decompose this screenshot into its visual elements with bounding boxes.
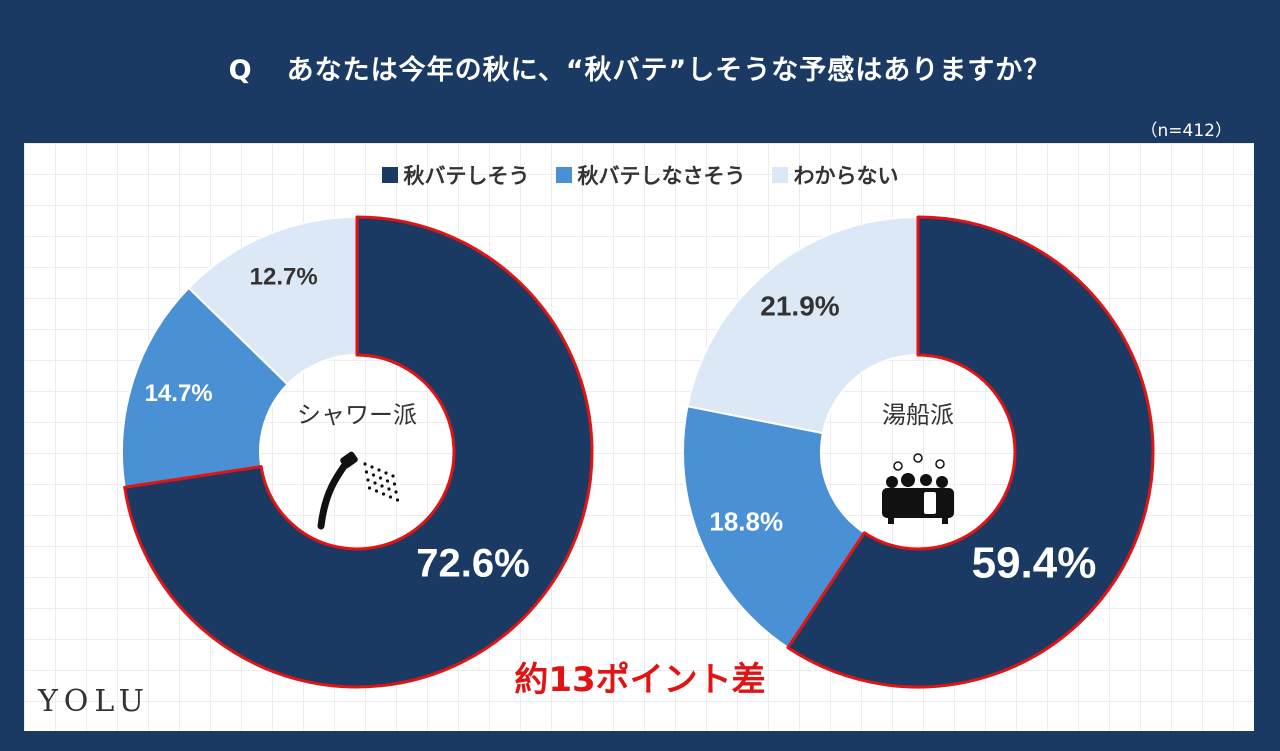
slice-unknown: [187, 215, 358, 386]
legend-label: 秋バテしなさそう: [577, 164, 746, 188]
center-label: 湯船派: [882, 401, 954, 429]
water-drop: [374, 489, 379, 493]
shower-icon: [317, 458, 351, 530]
water-drop: [385, 479, 390, 483]
water-drop: [378, 476, 383, 480]
legend-swatch: [555, 167, 572, 183]
slice-unknown: [686, 215, 919, 435]
legend-label: 秋バテしそう: [403, 164, 530, 188]
data-label: 12.7%: [250, 263, 318, 290]
legend-item-wont: 秋バテしなさそう: [555, 160, 746, 190]
water-drop: [384, 471, 388, 475]
legend-item-will: 秋バテしそう: [381, 160, 530, 190]
highlight-outline: [786, 215, 1155, 689]
bubble: [893, 461, 903, 471]
water-drop: [367, 486, 372, 490]
center-label: シャワー派: [297, 401, 417, 429]
foam-bubble: [901, 473, 915, 487]
legend-item-unknown: わからない: [771, 160, 899, 190]
legend-swatch: [381, 167, 398, 183]
chart-title: Q あなたは今年の秋に、“秋バテ”しそうな予感はありますか？: [0, 48, 1280, 87]
data-label: 14.7%: [145, 380, 213, 407]
difference-annotation: 約13ポイント差: [514, 660, 766, 700]
data-label: 72.6%: [416, 542, 529, 586]
data-label: 59.4%: [972, 539, 1097, 588]
water-drop: [363, 462, 367, 466]
water-drop: [387, 487, 391, 491]
data-label: 18.8%: [709, 506, 783, 536]
water-drop: [392, 482, 397, 486]
bubble: [935, 459, 945, 469]
tub-window: [924, 492, 936, 514]
water-drop: [366, 478, 370, 482]
water-drop: [364, 470, 369, 474]
foam-bubble: [936, 476, 948, 488]
question-prefix: Q: [228, 55, 253, 86]
water-drop: [370, 465, 374, 469]
tub-foot: [942, 516, 948, 524]
water-drop: [391, 474, 395, 478]
bathtub-icon: [882, 488, 954, 518]
water-drop: [371, 473, 376, 477]
brand-logo: YOLU: [38, 684, 150, 719]
water-drop: [394, 490, 398, 494]
foam-bubble: [920, 474, 932, 486]
water-drop: [388, 495, 393, 499]
data-label: 21.9%: [760, 291, 839, 322]
question-text: あなたは今年の秋に、“秋バテ”しそうな予感はありますか？: [286, 55, 1052, 86]
tub-foot: [888, 516, 894, 524]
slice-wont: [682, 405, 866, 650]
water-drop: [380, 484, 384, 488]
legend-swatch: [771, 167, 788, 183]
bubble: [913, 453, 923, 463]
highlight-outline: [123, 215, 594, 689]
water-drop: [381, 492, 386, 496]
water-drop: [377, 468, 381, 472]
water-drop: [373, 481, 377, 485]
foam-bubble: [886, 476, 898, 488]
legend-label: わからない: [793, 164, 899, 188]
water-drop: [395, 498, 400, 502]
slice-wont: [121, 286, 289, 489]
legend: 秋バテしそう 秋バテしなさそう わからない: [0, 160, 1280, 190]
sample-size-note: （n=412）: [1140, 121, 1232, 141]
shower-head: [340, 451, 358, 469]
